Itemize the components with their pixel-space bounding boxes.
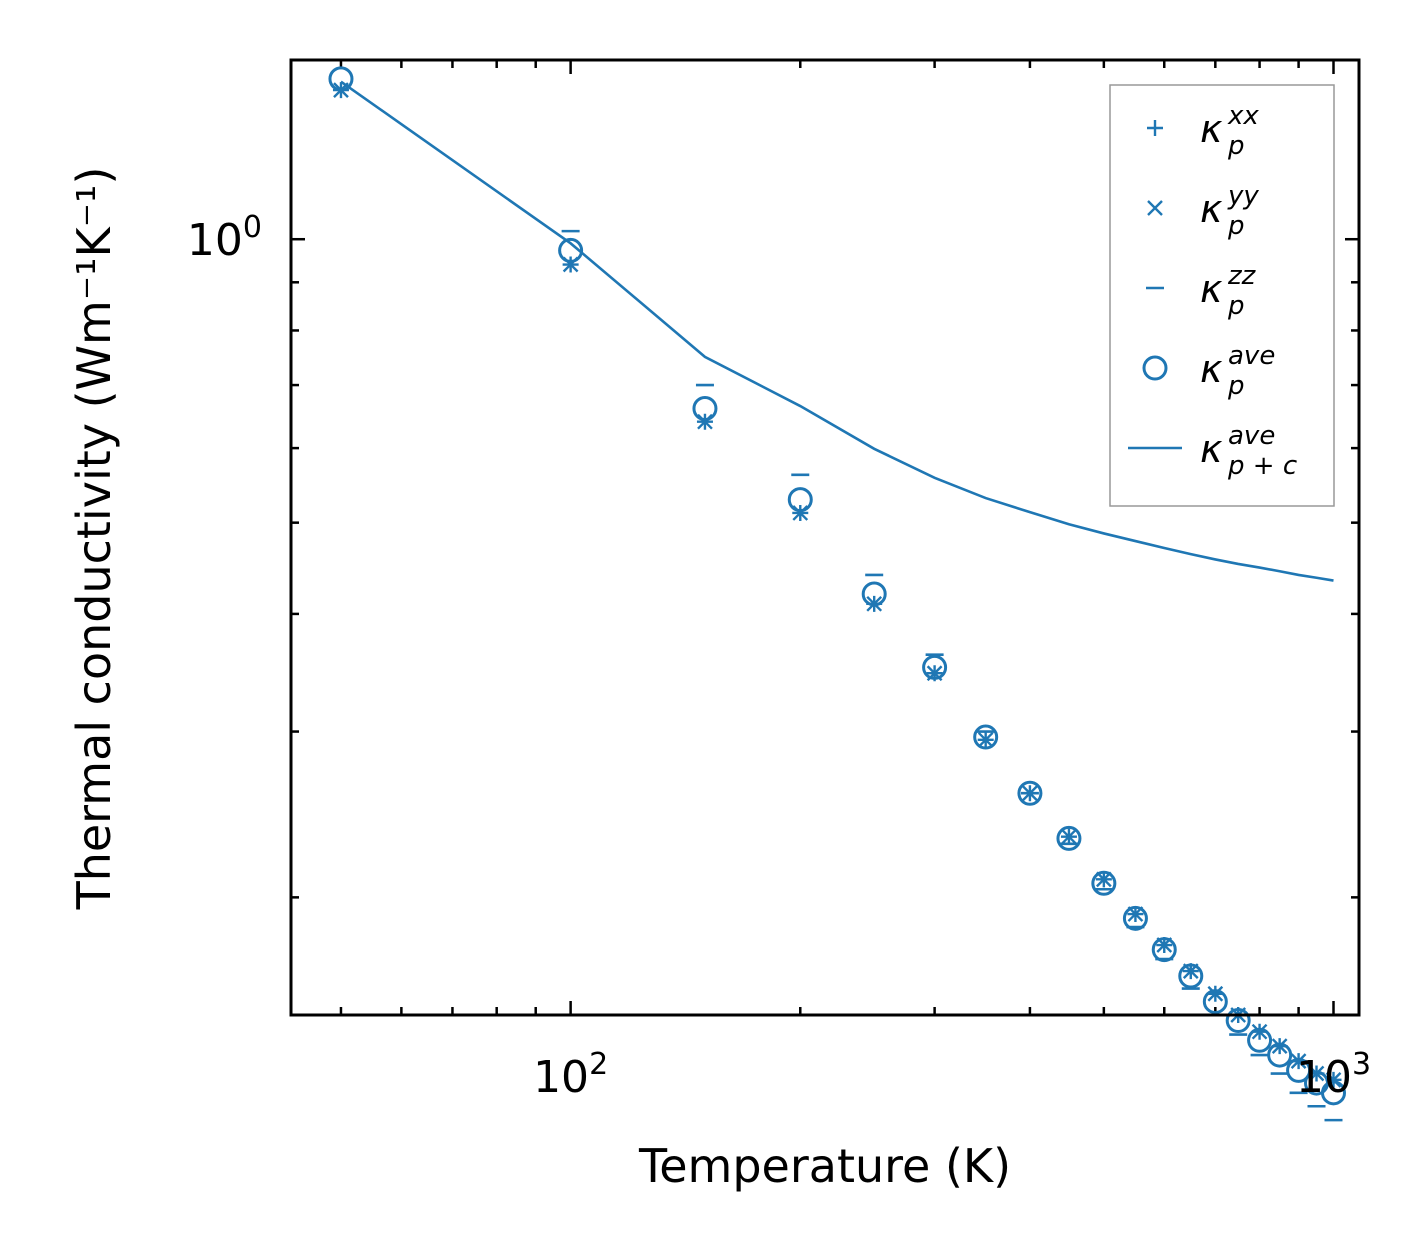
- plot-frame: [289, 58, 1361, 1017]
- legend-frame: [1109, 84, 1335, 507]
- x-axis-label: Temperature (K): [638, 1139, 1011, 1193]
- point-ave: [787, 487, 813, 513]
- legend-superscript: ave: [1228, 421, 1275, 451]
- point-yy: [1290, 1053, 1307, 1069]
- point-ave: [1056, 825, 1082, 851]
- legend-label: κ: [1200, 347, 1223, 391]
- y-tick-label: 100: [187, 210, 262, 266]
- major-ticks: [291, 60, 1359, 1015]
- point-ave: [692, 396, 718, 422]
- point-ave: [1286, 1057, 1312, 1083]
- point-ave: [1151, 937, 1177, 963]
- point-ave: [1225, 1007, 1251, 1033]
- legend-superscript: xx: [1227, 101, 1259, 131]
- series-ave: [328, 66, 1347, 1106]
- point-ave: [1202, 989, 1228, 1015]
- point-yy: [1061, 828, 1077, 845]
- legend-entry-yy: κ yyp: [1147, 181, 1259, 241]
- point-ave: [861, 581, 887, 607]
- point-yy: [1271, 1038, 1288, 1054]
- point-ave: [922, 654, 948, 680]
- point-yy: [977, 731, 994, 748]
- point-yy: [1251, 1023, 1268, 1040]
- point-ave: [973, 724, 999, 750]
- legend-label: κ: [1200, 427, 1223, 471]
- legend-label: κ: [1200, 107, 1223, 151]
- point-ave: [328, 66, 354, 92]
- point-ave: [1017, 780, 1043, 806]
- point-ave: [1247, 1027, 1273, 1053]
- series-line-ave_pc: [340, 80, 1334, 582]
- point-ave: [1321, 1080, 1347, 1106]
- y-axis-label: Thermal conductivity (Wm⁻¹K⁻¹): [67, 167, 121, 911]
- point-ave: [1091, 870, 1117, 896]
- x-tick-label: 102: [533, 1047, 608, 1103]
- legend-entry-xx: κ xxp: [1147, 101, 1259, 161]
- series-ave_pc: [340, 80, 1334, 582]
- x-tick-labels: 102 103: [533, 1047, 1371, 1103]
- legend-superscript: zz: [1227, 261, 1257, 291]
- legend-entry-zz: κ zzp: [1146, 261, 1257, 321]
- legend-label: κ: [1200, 267, 1223, 311]
- legend-superscript: ave: [1228, 341, 1275, 371]
- legend-subscript: p: [1227, 371, 1245, 401]
- y-tick-labels: 100: [187, 210, 262, 266]
- point-yy: [1207, 985, 1224, 1002]
- legend-swatch-plus: [1147, 120, 1163, 136]
- x-tick-label: 103: [1296, 1047, 1371, 1103]
- legend-swatch-x: [1147, 200, 1163, 216]
- point-ave: [1267, 1042, 1293, 1068]
- point-ave: [1122, 905, 1148, 931]
- point-ave: [558, 237, 584, 263]
- legend-swatch-circle: [1142, 355, 1168, 381]
- legend-label: κ: [1200, 187, 1223, 231]
- legend-superscript: yy: [1227, 181, 1259, 211]
- legend-subscript: p: [1227, 211, 1245, 241]
- point-ave: [1178, 963, 1204, 989]
- legend-subscript: p + c: [1227, 451, 1297, 481]
- legend-subscript: p: [1227, 131, 1245, 161]
- legend-subscript: p: [1227, 291, 1245, 321]
